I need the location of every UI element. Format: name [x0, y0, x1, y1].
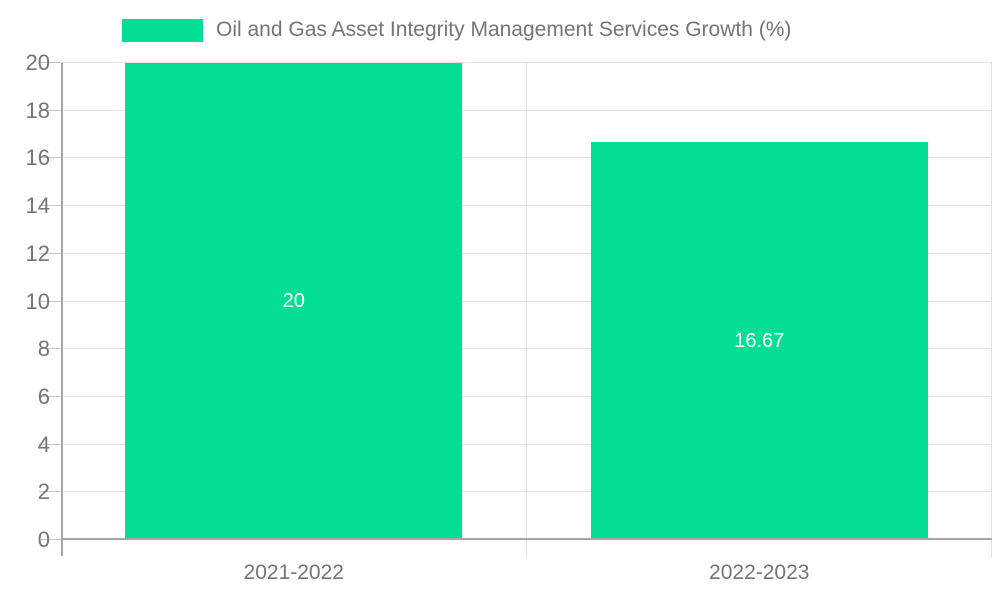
bar-2022-2023: 16.67 [590, 142, 928, 540]
legend-label: Oil and Gas Asset Integrity Management S… [216, 18, 792, 41]
bar-2021-2022: 20 [125, 63, 463, 540]
legend-swatch [122, 18, 203, 42]
y-tick-label: 16 [25, 145, 50, 171]
gridline-y-6 [39, 395, 992, 397]
x-category-label: 2022-2023 [709, 561, 810, 584]
ytick-mark-14 [39, 205, 61, 207]
gridline-y-20 [39, 62, 992, 63]
y-tick-label: 14 [25, 193, 50, 219]
ytick-mark-16 [39, 157, 61, 159]
ytick-mark-12 [39, 252, 61, 254]
y-tick-label: 2 [37, 479, 50, 505]
y-tick-label: 4 [37, 431, 50, 457]
y-tick-label: 6 [37, 383, 50, 409]
ytick-mark-8 [39, 348, 61, 350]
legend: Oil and Gas Asset Integrity Management S… [122, 18, 791, 42]
ytick-mark-4 [39, 443, 61, 445]
gridline-y-2 [39, 491, 992, 493]
gridline-y-10 [39, 300, 992, 302]
plot-right-edge-line [991, 63, 992, 558]
y-tick-label: 10 [25, 288, 50, 314]
plot-area: 0 2 4 6 8 10 12 14 16 18 20 20 16.67 2021-2022 2022-20… [26, 50, 992, 584]
ytick-mark-10 [39, 300, 61, 302]
x-axis-line [61, 538, 992, 540]
ytick-mark-18 [39, 109, 61, 111]
gridline-y-4 [39, 443, 992, 445]
gridline-y-14 [39, 205, 992, 207]
gridline-y-16 [39, 157, 992, 159]
y-tick-label: 8 [37, 336, 50, 362]
y-tick-label: 0 [37, 527, 50, 552]
bar-value-label: 16.67 [734, 329, 785, 352]
ytick-mark-2 [39, 491, 61, 493]
y-tick-label: 20 [25, 50, 50, 75]
x-category-label: 2021-2022 [243, 561, 344, 584]
gridline-y-8 [39, 348, 992, 350]
band-divider-line [526, 63, 527, 558]
ytick-mark-0 [39, 539, 61, 540]
bar-value-label: 20 [282, 290, 305, 312]
gridline-y-12 [39, 252, 992, 254]
y-axis-line [61, 63, 63, 556]
ytick-mark-6 [39, 395, 61, 397]
gridline-y-18 [39, 109, 992, 111]
y-tick-label: 12 [25, 240, 50, 266]
y-tick-label: 18 [25, 97, 50, 123]
ytick-mark-20 [39, 62, 61, 63]
